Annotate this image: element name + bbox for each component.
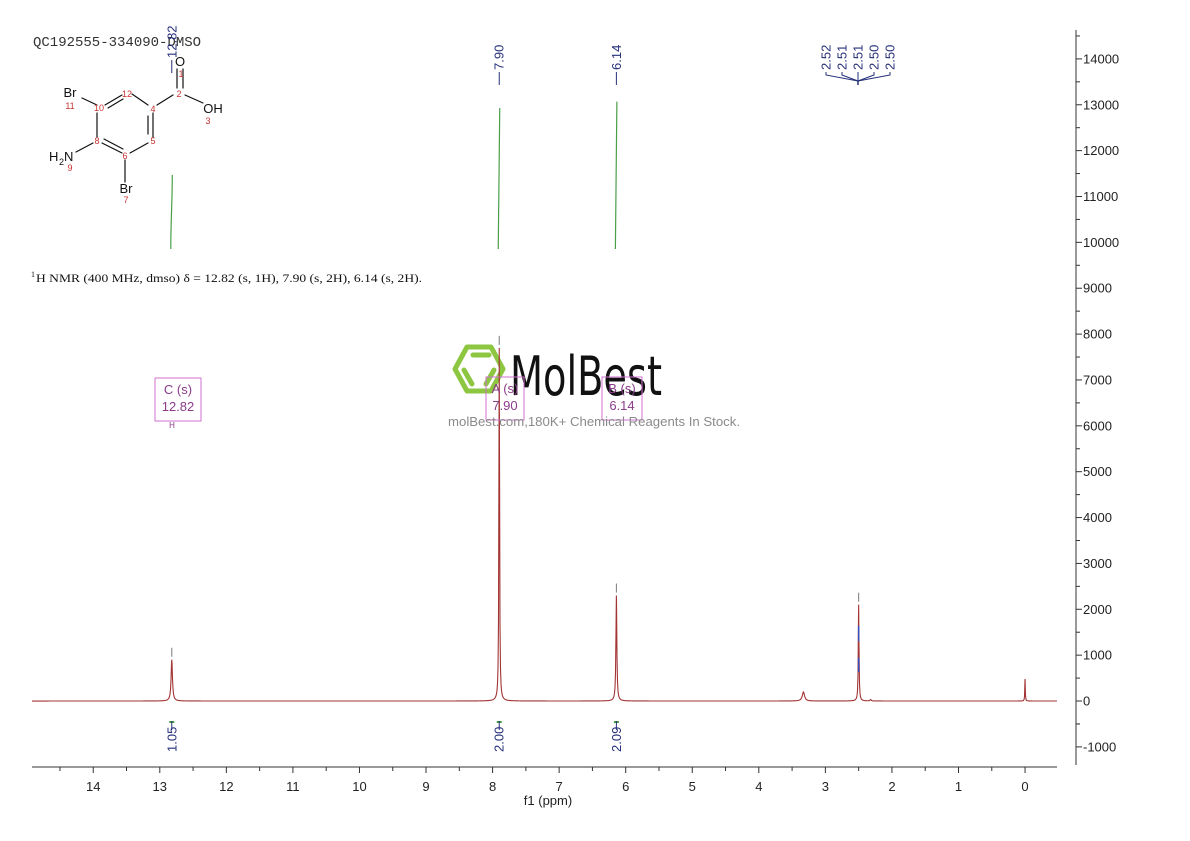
x-tick-label: 7 [556, 779, 563, 794]
integral-curve [614, 101, 618, 250]
atom-amine-h: H [49, 149, 58, 164]
multiplet-label: B (s) [608, 381, 635, 396]
atom-number-3: 3 [205, 116, 210, 126]
atom-number-8: 8 [94, 136, 99, 146]
y-tick-label: 11000 [1083, 189, 1118, 204]
peak-label: 6.14 [609, 45, 624, 70]
chemical-structure: O OH Br Br H 2 N 1 2 3 4 5 6 7 8 9 10 11… [49, 54, 223, 205]
peak-label: 2.51 [834, 45, 849, 70]
atom-bromine-top: Br [64, 85, 78, 100]
multiplet-label: A (s) [492, 381, 519, 396]
atom-number-2: 2 [176, 89, 181, 99]
peak-label-leader [857, 72, 891, 82]
atom-number-9: 9 [67, 163, 72, 173]
atom-amine-n: N [64, 149, 73, 164]
x-tick-label: 8 [489, 779, 496, 794]
x-tick-label: 11 [286, 779, 300, 794]
atom-number-12: 12 [122, 89, 132, 99]
x-tick-label: 0 [1021, 779, 1028, 794]
peak-labels: 12.82 7.90 6.14 2.52 2.51 2.51 2.50 2.50 [164, 25, 897, 85]
atom-hydroxyl: OH [203, 101, 223, 116]
sample-title: QC192555-334090-DMSO [33, 35, 201, 51]
y-tick-label: 8000 [1083, 327, 1112, 342]
integral-label: 1.05 [164, 727, 179, 752]
atom-number-11: 11 [65, 101, 74, 111]
integral-labels: 1.05 2.00 2.09 [164, 721, 624, 752]
y-tick-label: 13000 [1083, 97, 1119, 112]
peak-label: 2.50 [882, 45, 897, 70]
x-axis: 14 13 12 11 10 9 8 7 6 5 4 3 2 1 0 [32, 766, 1057, 794]
atom-number-6: 6 [122, 151, 127, 161]
structure-bonds [75, 68, 204, 183]
x-tick-label: 1 [955, 779, 962, 794]
y-tick-label: 9000 [1083, 281, 1112, 296]
x-tick-label: 13 [153, 779, 167, 794]
y-tick-label: 6000 [1083, 418, 1112, 433]
atom-number-1: 1 [178, 69, 183, 79]
peak-label: 2.52 [818, 45, 833, 70]
y-tick-label: 0 [1083, 694, 1090, 709]
atom-number-10: 10 [94, 103, 104, 113]
integral-label: 2.00 [492, 727, 507, 752]
y-tick-label: 4000 [1083, 510, 1112, 525]
peak-label-leader [825, 72, 859, 82]
multiplet-shift: 12.82 [162, 399, 195, 414]
x-tick-label: 5 [689, 779, 696, 794]
integral-curves [170, 101, 618, 250]
x-tick-label: 9 [422, 779, 429, 794]
y-tick-label: 7000 [1083, 372, 1112, 387]
x-tick-label: 3 [822, 779, 829, 794]
atom-bromine-bottom: Br [120, 181, 134, 196]
x-tick-label: 12 [219, 779, 233, 794]
x-tick-label: 14 [86, 779, 100, 794]
x-tick-label: 4 [755, 779, 762, 794]
atom-number-5: 5 [150, 136, 155, 146]
integral-curve [497, 107, 501, 250]
multiplet-box-a: A (s) 7.90 [485, 376, 525, 421]
peak-label: 2.50 [866, 45, 881, 70]
watermark-tagline: molBest.com,180K+ Chemical Reagents In S… [448, 415, 740, 429]
annotation-superscript: 1 [31, 270, 35, 279]
multiplet-box-c: C (s) 12.82 H [154, 377, 202, 430]
y-tick-label: 5000 [1083, 464, 1112, 479]
y-tick-label: -1000 [1083, 739, 1116, 754]
y-tick-label: 10000 [1083, 235, 1119, 250]
annotation-text: H NMR (400 MHz, dmso) δ = 12.82 (s, 1H),… [36, 271, 422, 285]
x-axis-title: f1 (ppm) [524, 793, 572, 808]
atom-amine-subscript: 2 [59, 157, 64, 167]
spectrum-line [32, 347, 1057, 702]
y-tick-label: 12000 [1083, 143, 1119, 158]
peak-label: 7.90 [492, 45, 507, 70]
multiplet-label: C (s) [164, 382, 192, 397]
peak-label-leader [857, 72, 875, 82]
y-tick-label: 1000 [1083, 648, 1112, 663]
y-tick-label: 2000 [1083, 602, 1112, 617]
peak-label-leader [841, 72, 859, 82]
multiplet-box-b: B (s) 6.14 [601, 376, 643, 421]
peak-label: 12.82 [164, 25, 179, 58]
integral-curve [170, 174, 173, 250]
peak-label: 2.51 [850, 45, 865, 70]
nmr-annotation: 1 H NMR (400 MHz, dmso) δ = 12.82 (s, 1H… [31, 270, 422, 285]
atom-number-7: 7 [123, 195, 128, 205]
x-tick-label: 2 [888, 779, 895, 794]
y-axis: -1000 0 1000 2000 3000 4000 5000 6000 7000 8000 90… [1075, 30, 1119, 765]
y-tick-label: 14000 [1083, 51, 1119, 66]
integral-label: 2.09 [609, 727, 624, 752]
atom-oxygen: O [175, 54, 185, 69]
atom-number-4: 4 [150, 104, 155, 114]
x-tick-label: 6 [622, 779, 629, 794]
multiplet-nucleus: H [169, 421, 175, 430]
spectrum [32, 335, 1057, 702]
multiplet-shift: 6.14 [609, 398, 634, 413]
y-tick-label: 3000 [1083, 556, 1112, 571]
multiplet-shift: 7.90 [492, 398, 517, 413]
x-tick-label: 10 [352, 779, 366, 794]
